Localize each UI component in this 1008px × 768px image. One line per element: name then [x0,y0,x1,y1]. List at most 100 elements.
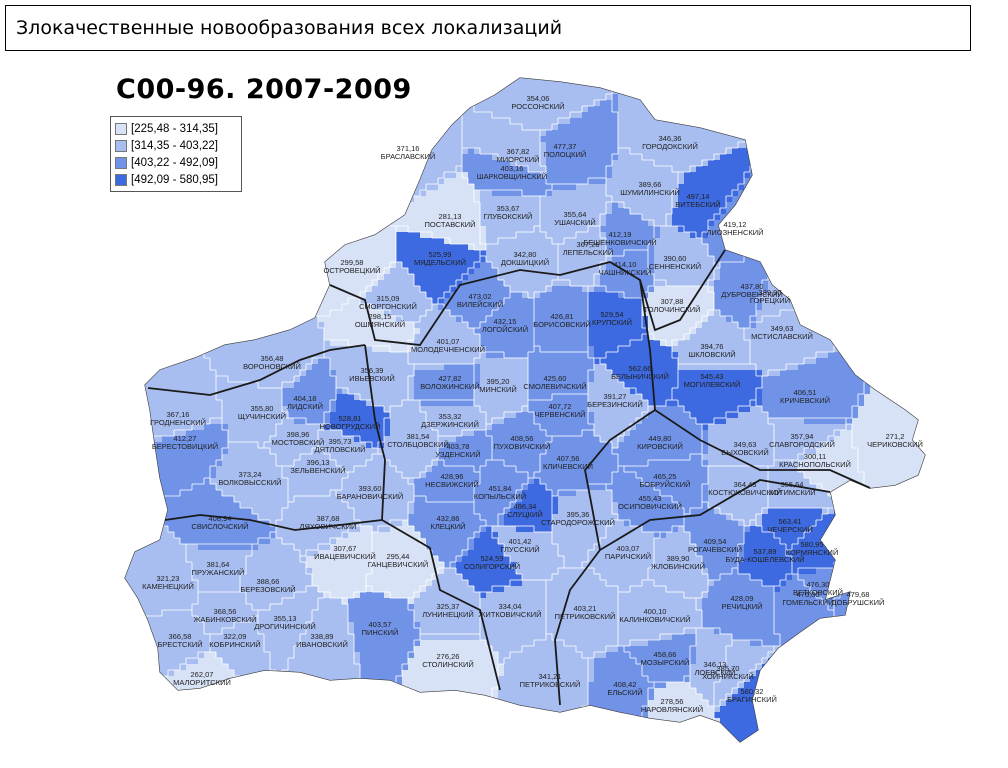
district-cell [738,118,744,124]
district-cell [864,154,870,160]
district-cell [750,214,756,220]
district-cell [792,142,798,148]
district-cell [306,190,312,196]
district-cell [720,184,726,190]
district-cell [312,196,318,202]
district-cell [150,256,156,262]
district-cell [864,82,870,88]
district-cell [396,106,402,112]
district-cell [444,166,450,172]
district-cell [846,178,852,184]
district-cell [444,202,450,208]
district-cell [414,268,420,274]
district-cell [540,130,546,136]
district-cell [672,202,678,208]
district-cell [732,274,738,280]
district-cell [792,160,798,166]
district-cell [216,220,222,226]
district-cell [882,160,888,166]
district-cell [618,280,624,286]
district-cell [696,78,702,82]
district-cell [492,238,498,244]
district-cell [468,256,474,262]
district-cell [816,208,822,214]
district-cell [468,214,474,220]
district-cell [630,280,636,286]
district-cell [594,250,600,256]
district-cell [828,238,834,244]
district-cell [306,184,312,190]
district-cell [258,262,264,268]
district-cell [774,178,780,184]
district-cell [366,142,372,148]
district-cell [630,244,636,250]
district-cell [462,148,468,154]
district-cell [828,226,834,232]
district-cell [864,196,870,202]
district-cell [660,100,666,106]
district-cell [312,208,318,214]
district-cell [636,244,642,250]
district-cell [276,250,282,256]
district-cell [840,106,846,112]
district-cell [138,286,144,292]
district-cell [924,142,925,148]
district-cell [126,202,132,208]
district-cell [678,178,684,184]
district-cell [468,172,474,178]
district-cell [726,142,732,148]
district-cell [318,166,324,172]
district-cell [846,130,852,136]
district-cell [882,250,888,256]
district-cell [618,160,624,166]
district-cell [474,136,480,142]
district-cell [414,256,420,262]
district-cell [360,286,366,292]
district-cell [258,220,264,226]
district-cell [336,190,342,196]
district-cell [882,166,888,172]
district-cell [552,172,558,178]
district-cell [318,250,324,256]
district-cell [264,166,270,172]
district-cell [810,190,816,196]
district-cell [240,106,246,112]
district-cell [678,262,684,268]
district-cell [780,190,786,196]
district-cell [720,142,726,148]
district-cell [894,78,900,82]
district-cell [468,226,474,232]
district-cell [438,184,444,190]
district-cell [840,78,846,82]
district-cell [546,208,552,214]
district-cell [336,196,342,202]
district-cell [288,232,294,238]
district-cell [888,214,894,220]
district-cell [900,190,906,196]
district-cell [744,70,750,76]
district-cell [774,280,780,286]
district-cell [204,280,210,286]
district-cell [600,214,606,220]
district-cell [852,214,858,220]
district-cell [282,184,288,190]
district-cell [390,184,396,190]
district-cell [918,178,924,184]
district-cell [660,286,666,292]
district-cell [354,280,360,286]
district-cell [444,106,450,112]
district-cell [888,160,894,166]
district-cell [870,88,876,94]
district-cell [834,94,840,100]
district-cell [348,184,354,190]
district-cell [570,94,576,100]
district-cell [378,202,384,208]
district-cell [642,268,648,274]
district-cell [462,244,468,250]
district-cell [138,262,144,268]
district-cell [516,148,522,154]
district-cell [546,226,552,232]
district-cell [486,142,492,148]
district-cell [882,220,888,226]
district-cell [312,238,318,244]
